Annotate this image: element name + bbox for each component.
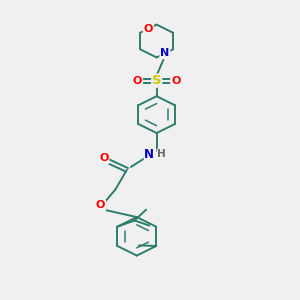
Text: S: S	[152, 74, 161, 87]
Text: O: O	[171, 76, 180, 85]
Text: O: O	[99, 154, 109, 164]
Text: O: O	[133, 76, 142, 85]
Text: O: O	[144, 24, 153, 34]
Text: N: N	[160, 48, 170, 58]
Text: O: O	[96, 200, 105, 210]
Text: N: N	[144, 148, 154, 161]
Text: H: H	[157, 149, 166, 159]
